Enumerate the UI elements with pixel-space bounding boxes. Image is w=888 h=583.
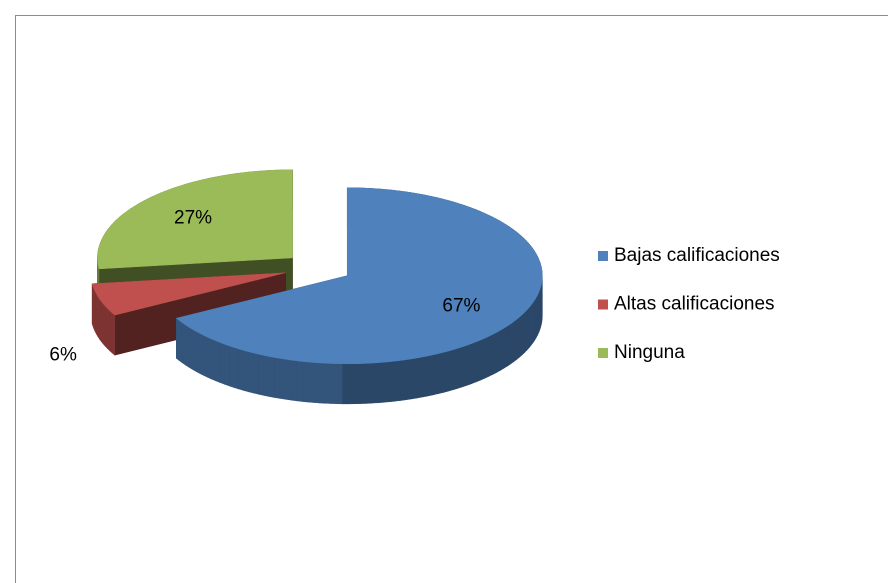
slice-side xyxy=(233,347,240,390)
slice-side xyxy=(290,359,298,402)
slice-side xyxy=(377,361,384,404)
slice-side xyxy=(199,332,204,376)
slice-side xyxy=(421,355,428,398)
slice-side xyxy=(109,309,113,354)
slice-side xyxy=(484,335,490,379)
slice-side xyxy=(452,347,459,391)
slice-side xyxy=(248,351,254,394)
slice-side xyxy=(243,349,249,393)
slice-side xyxy=(238,348,244,391)
slice-side xyxy=(296,360,303,402)
slice-side xyxy=(319,362,326,404)
slice-side xyxy=(471,341,477,384)
slice-side xyxy=(500,327,505,371)
slice-side xyxy=(510,321,514,365)
slice-side xyxy=(388,360,395,403)
slice-side xyxy=(528,304,532,349)
slice-side xyxy=(185,324,190,368)
legend-swatch xyxy=(598,348,608,358)
legend-label: Bajas calificaciones xyxy=(614,245,780,266)
slice-side xyxy=(496,329,501,373)
slice-side xyxy=(342,363,349,405)
slice-side xyxy=(253,352,260,395)
slice-side xyxy=(411,357,418,400)
legend-label: Altas calificaciones xyxy=(614,294,775,315)
slice-side xyxy=(279,358,286,400)
slice-side xyxy=(524,309,528,354)
legend-label: Ninguna xyxy=(614,342,685,363)
slice-side xyxy=(325,362,332,404)
slice-side xyxy=(106,307,110,352)
slice-side xyxy=(432,353,439,396)
slice-side xyxy=(437,352,444,395)
legend-swatch xyxy=(598,299,608,310)
slice-side xyxy=(181,322,186,366)
slice-side xyxy=(269,356,275,398)
slice-side xyxy=(263,355,270,397)
slice-side xyxy=(348,363,355,405)
slice-side xyxy=(195,330,200,374)
slice-side xyxy=(219,342,225,385)
slice-side xyxy=(503,325,508,369)
slice-side xyxy=(191,328,197,372)
slice-side xyxy=(480,337,486,381)
slice-side xyxy=(104,305,108,350)
slice-side xyxy=(207,336,212,380)
slice-side xyxy=(467,343,473,386)
slice-side xyxy=(447,349,454,392)
slice-side xyxy=(492,331,497,375)
slice-side xyxy=(188,326,193,370)
slice-side xyxy=(506,323,511,367)
data-label: 27% xyxy=(174,207,212,228)
slice xyxy=(97,169,293,270)
data-label: 6% xyxy=(49,344,77,365)
slice-side xyxy=(307,361,315,403)
slice-side xyxy=(462,344,468,388)
slice-side xyxy=(371,362,378,404)
slice-side xyxy=(513,318,517,363)
slice-side xyxy=(102,302,106,347)
slice-side xyxy=(519,314,523,358)
slice-side xyxy=(354,363,361,405)
slice-side xyxy=(442,350,449,393)
slice-side xyxy=(488,333,494,377)
slice-side xyxy=(516,316,520,361)
slice-side xyxy=(416,356,423,399)
slice-side xyxy=(526,306,530,351)
slice-side xyxy=(302,361,309,403)
slice-side xyxy=(457,346,464,389)
slice-side xyxy=(394,360,401,402)
slice-side xyxy=(336,363,344,405)
slice-side xyxy=(215,340,221,383)
slice xyxy=(91,272,286,316)
slice-side xyxy=(399,359,407,401)
slice-side xyxy=(476,339,481,383)
slice-side xyxy=(521,311,525,356)
slice-side xyxy=(274,357,281,399)
slice-side xyxy=(359,363,367,404)
slice-side xyxy=(224,343,230,387)
slice-side xyxy=(382,361,390,403)
slice-side xyxy=(427,354,434,397)
slice-side xyxy=(405,358,412,401)
slice-side xyxy=(111,312,116,356)
data-label: 67% xyxy=(442,295,480,316)
slice-side xyxy=(258,353,265,396)
slice-side xyxy=(178,319,183,364)
slice-side xyxy=(203,334,208,378)
slice-side xyxy=(330,363,338,404)
slice-side xyxy=(365,362,373,404)
slice-side xyxy=(228,345,235,388)
slice-side xyxy=(313,362,320,404)
slice xyxy=(175,187,543,365)
slice-side xyxy=(285,358,292,401)
slice-side xyxy=(176,317,180,362)
slice-side xyxy=(211,338,217,382)
legend-swatch xyxy=(598,251,608,261)
